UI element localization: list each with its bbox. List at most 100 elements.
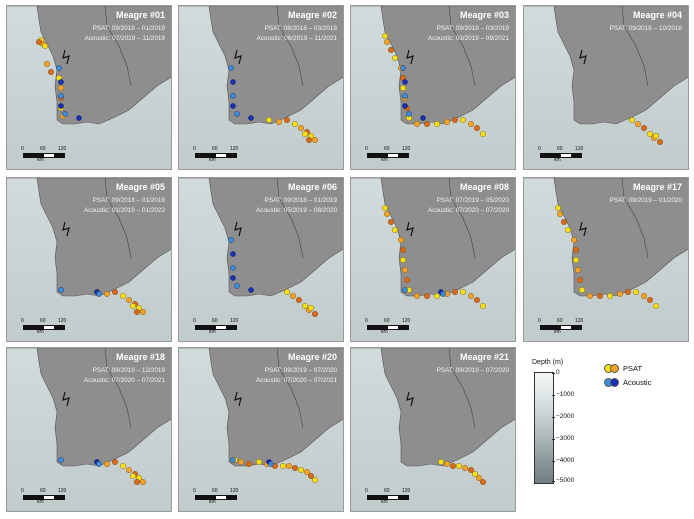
panel-title: Meagre #08 <box>459 182 509 192</box>
psat-point <box>311 136 318 143</box>
psat-point <box>579 286 586 293</box>
seafloor <box>7 6 171 169</box>
psat-point <box>384 39 391 46</box>
panel-title: Meagre #02 <box>287 10 337 20</box>
psat-point <box>305 136 312 143</box>
psat-point <box>404 276 411 283</box>
psat-point <box>307 472 314 479</box>
panel-title: Meagre #20 <box>287 352 337 362</box>
map-panel: Meagre #21 PSAT: 09/2019 – 07/2020 0 60 120 k… <box>350 347 516 512</box>
psat-period: PSAT: 08/2018 – 03/2019 <box>264 25 337 32</box>
psat-point <box>111 458 118 465</box>
acoustic-point <box>228 237 234 243</box>
scale-bar: 0 60 120 km <box>538 146 584 163</box>
psat-point <box>283 288 290 295</box>
map-panel: Meagre #05 PSAT: 09/2018 – 01/2019 Acousti… <box>6 177 172 342</box>
map-panel: Meagre #03 PSAT: 09/2018 – 03/2019 Acousti… <box>350 5 516 170</box>
panel-title: Meagre #04 <box>632 10 682 20</box>
psat-point <box>307 304 314 311</box>
land-mass <box>7 348 171 467</box>
psat-point <box>289 292 296 299</box>
seafloor <box>351 178 515 341</box>
psat-point <box>479 478 486 485</box>
map-panel: Meagre #18 PSAT: 09/2019 – 12/2019 Acousti… <box>6 347 172 512</box>
psat-point <box>467 466 474 473</box>
acoustic-point <box>248 287 254 293</box>
psat-point <box>449 462 456 469</box>
psat-point <box>283 116 290 123</box>
acoustic-point <box>230 265 236 271</box>
panel-title: Meagre #21 <box>459 352 509 362</box>
psat-point <box>392 227 399 234</box>
psat-point <box>382 33 389 40</box>
psat-point <box>297 466 304 473</box>
psat-point <box>555 205 562 212</box>
depth-tick-1000: −1000 <box>556 391 575 398</box>
scale-bar: 0 60 120 km <box>365 488 411 505</box>
psat-point <box>606 292 613 299</box>
psat-period: PSAT: 09/2019 – 01/2020 <box>609 197 682 204</box>
acoustic-point <box>234 283 240 289</box>
psat-point <box>279 462 286 469</box>
psat-point <box>238 458 245 465</box>
acoustic-period: Acoustic: 06/2019 – 11/2021 <box>256 35 337 42</box>
map-svg <box>7 6 171 169</box>
scale-bar: 0 60 120 km <box>365 318 411 335</box>
acoustic-point <box>248 115 254 121</box>
psat-point <box>275 118 282 125</box>
acoustic-point <box>402 103 408 109</box>
psat-point <box>628 116 635 123</box>
psat-point <box>640 124 647 131</box>
psat-point <box>139 478 146 485</box>
acoustic-point <box>230 251 236 257</box>
acoustic-point <box>230 93 236 99</box>
map-svg <box>179 348 343 511</box>
psat-point <box>451 116 458 123</box>
psat-point <box>129 472 136 479</box>
psat-point <box>616 290 623 297</box>
depth-tick-5000: −5000 <box>556 477 575 484</box>
psat-point <box>119 292 126 299</box>
land-mass <box>351 348 515 467</box>
acoustic-dot-icon <box>610 378 619 387</box>
map-svg <box>351 6 515 169</box>
acoustic-point <box>440 291 446 297</box>
psat-point <box>285 462 292 469</box>
acoustic-point <box>402 79 408 85</box>
psat-period: PSAT: 09/2018 – 01/2019 <box>92 25 165 32</box>
psat-point <box>125 296 132 303</box>
acoustic-point <box>402 287 408 293</box>
psat-point <box>103 460 110 467</box>
psat-point <box>656 138 663 145</box>
psat-point <box>565 227 572 234</box>
seafloor <box>524 6 688 169</box>
psat-point <box>382 205 389 212</box>
seafloor <box>351 348 515 511</box>
scale-bar: 0 60 120 km <box>538 318 584 335</box>
acoustic-point <box>96 291 102 297</box>
acoustic-point <box>234 111 240 117</box>
acoustic-point <box>230 103 236 109</box>
psat-point <box>400 84 407 91</box>
land-mass <box>179 178 343 297</box>
psat-point <box>652 132 659 139</box>
psat-point <box>295 296 302 303</box>
psat-point <box>400 256 407 263</box>
psat-point <box>632 288 639 295</box>
psat-point <box>575 266 582 273</box>
psat-point <box>133 478 140 485</box>
acoustic-point <box>230 275 236 281</box>
psat-point <box>443 460 450 467</box>
psat-point <box>467 120 474 127</box>
psat-point <box>414 292 421 299</box>
psat-period: PSAT: 09/2019 – 12/2019 <box>92 367 165 374</box>
psat-point <box>455 462 462 469</box>
panel-title: Meagre #05 <box>115 182 165 192</box>
psat-point <box>443 118 450 125</box>
psat-point <box>265 116 272 123</box>
map-panel: Meagre #02 PSAT: 08/2018 – 03/2019 Acousti… <box>178 5 344 170</box>
psat-point <box>48 69 55 76</box>
map-panel: Meagre #01 PSAT: 09/2018 – 01/2019 Acousti… <box>6 5 172 170</box>
land-mass <box>179 6 343 125</box>
psat-point <box>437 458 444 465</box>
